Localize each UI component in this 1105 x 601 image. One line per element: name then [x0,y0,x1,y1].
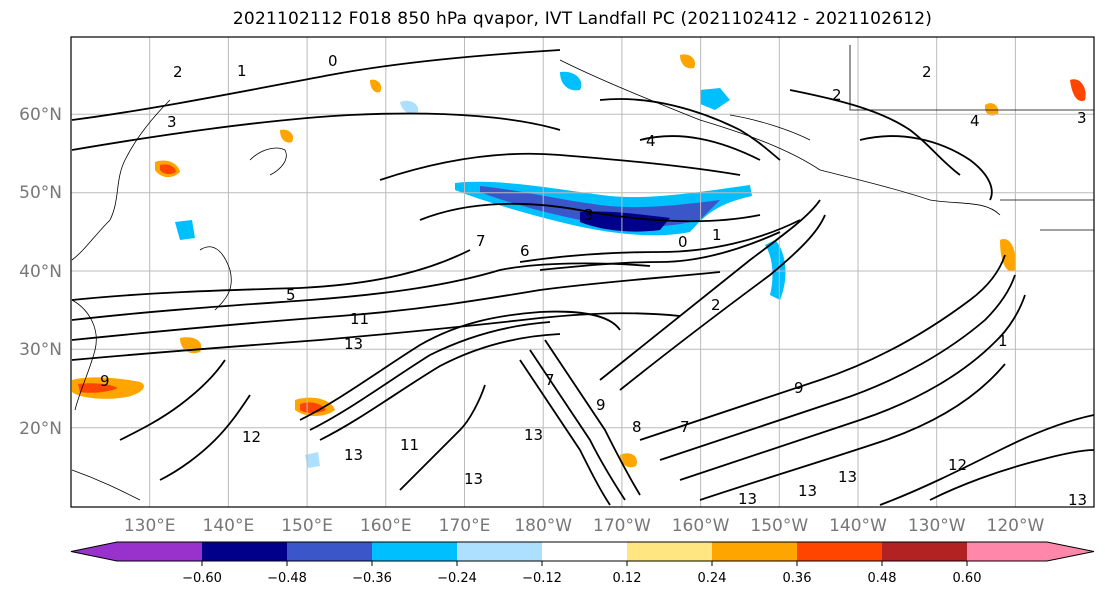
lon-label-130e: 130°E [124,516,176,536]
contour-label: 6 [520,242,530,260]
colorbar-tick-label: −0.36 [352,571,392,586]
contour-label: 13 [1068,491,1087,509]
longitude-labels: 130°E 140°E 150°E 160°E 170°E 180°W 170°… [124,516,1045,536]
colorbar-seg-10 [967,542,1047,561]
contour-label: 9 [794,379,804,397]
lon-label-160e: 160°E [360,516,412,536]
lat-label-40n: 40°N [19,262,62,282]
contour-label: 12 [242,428,261,446]
contour-label: 2 [922,63,932,81]
lon-label-180w: 180°W [514,516,572,536]
contour-label: 2 [832,86,842,104]
contour-label: 3 [167,113,177,131]
contour-label: 3 [1077,109,1087,127]
contour-label: 0 [328,52,338,70]
contour-label: 7 [680,418,690,436]
colorbar-seg-2 [287,542,372,561]
contour-label: 13 [344,446,363,464]
lon-label-130w: 130°W [908,516,966,536]
contour-labels: 3 2 1 0 4 5 3 0 1 6 7 11 13 9 12 13 11 1… [100,52,1087,509]
map-area [71,37,1094,507]
contour-label: 13 [838,468,857,486]
colorbar: −0.60 −0.48 −0.36 −0.24 −0.12 0.12 0.24 … [70,541,1095,586]
lon-label-170w: 170°W [593,516,651,536]
map-title: 2021102112 F018 850 hPa qvapor, IVT Land… [232,9,933,29]
contour-label: 1 [998,332,1008,350]
lon-label-150e: 150°E [281,516,333,536]
colorbar-seg-3 [372,542,457,561]
colorbar-seg-6 [627,542,712,561]
colorbar-tick-label: −0.60 [182,571,222,586]
contour-label: 4 [970,112,980,130]
colorbar-seg-0 [71,542,117,561]
contour-label: 8 [632,418,642,436]
contour-label: 1 [237,62,247,80]
lon-label-140e: 140°E [203,516,255,536]
contour-label: 13 [524,426,543,444]
qvapor-shading [72,54,1086,468]
contour-label: 4 [646,132,656,150]
map-frame [70,36,1095,508]
ivt-contours [71,49,1094,506]
colorbar-seg-0b [117,542,202,561]
colorbar-outline [70,541,1095,562]
contour-label: 11 [350,310,369,328]
contour-label: 2 [173,63,183,81]
lon-label-150w: 150°W [750,516,808,536]
contour-label: 13 [798,482,817,500]
colorbar-seg-1 [202,542,287,561]
contour-label: 5 [286,286,296,304]
lon-label-140w: 140°W [829,516,887,536]
contour-label: 13 [344,335,363,353]
contour-label: 12 [948,456,967,474]
contour-label: 11 [400,436,419,454]
contour-label: 13 [464,470,483,488]
colorbar-tick-label: 0.24 [698,571,727,586]
colorbar-tick-label: −0.12 [522,571,562,586]
contour-label: 9 [596,396,606,414]
contour-label: 7 [545,371,555,389]
colorbar-seg-10b [1047,542,1094,561]
colorbar-tick-label: 0.48 [868,571,897,586]
lat-label-50n: 50°N [19,183,62,203]
colorbar-tick-label: −0.48 [267,571,307,586]
lat-label-30n: 30°N [19,340,62,360]
contour-label: 2 [711,296,721,314]
lat-label-60n: 60°N [19,105,62,125]
gridlines [71,37,1094,507]
contour-label: 0 [678,233,688,251]
contour-label: 9 [100,372,110,390]
latitude-labels: 60°N 50°N 40°N 30°N 20°N [19,105,62,439]
lat-label-20n: 20°N [19,419,62,439]
colorbar-seg-8 [797,542,882,561]
lon-label-170e: 170°E [439,516,491,536]
colorbar-seg-4 [457,542,542,561]
coastlines [71,45,1094,501]
contour-label: 7 [476,232,486,250]
lon-label-160w: 160°W [672,516,730,536]
colorbar-tick-label: 0.60 [953,571,982,586]
contour-label: 1 [712,226,722,244]
colorbar-tick-label: 0.12 [613,571,642,586]
contour-label: 13 [738,490,757,508]
colorbar-seg-5 [542,542,627,561]
colorbar-seg-7 [712,542,797,561]
colorbar-tick-label: −0.24 [437,571,477,586]
lon-label-120w: 120°W [987,516,1045,536]
colorbar-tick-label: 0.36 [783,571,812,586]
contour-label: 3 [584,206,594,224]
colorbar-seg-9 [882,542,967,561]
